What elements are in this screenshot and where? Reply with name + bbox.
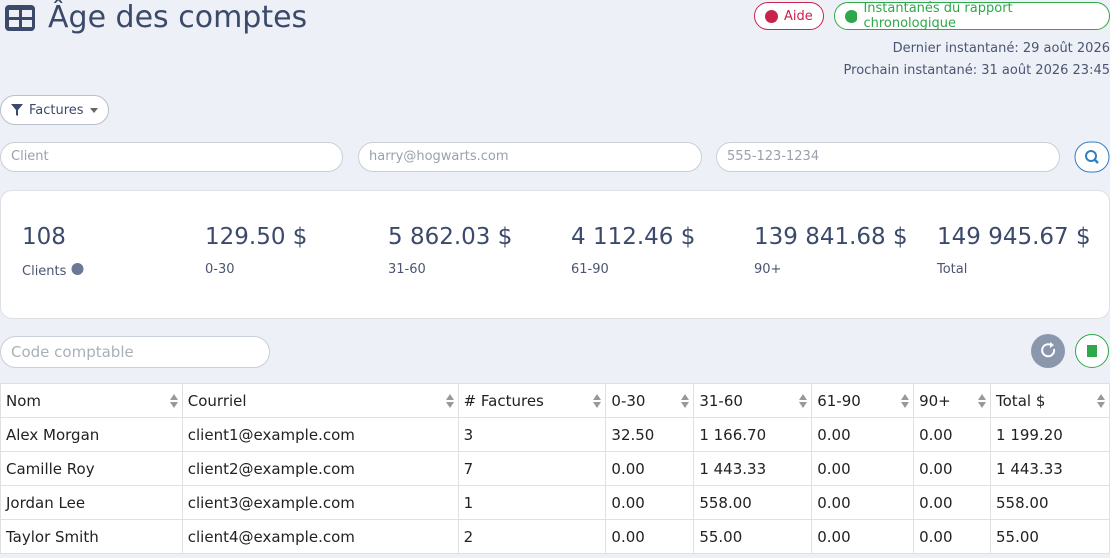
table-cell: 0.00: [913, 417, 992, 452]
snapshots-button[interactable]: Instantanés du rapport chronologique: [834, 1, 1110, 31]
summary-label: 90+: [754, 262, 782, 277]
last-snapshot: Dernier instantané: 29 août 2026: [892, 41, 1110, 56]
table-cell: 558.00: [990, 485, 1110, 520]
table-cell: 0.00: [605, 485, 695, 520]
table-cell: 0.00: [605, 519, 695, 554]
table-cell: 32.50: [605, 417, 695, 452]
table-cell: 558.00: [693, 485, 813, 520]
summary-item: 4 112.46 $ 61-90: [571, 224, 695, 277]
table-cell: 0.00: [913, 451, 992, 486]
summary-item: 149 945.67 $ Total: [937, 224, 1091, 277]
table-cell: 0.00: [913, 485, 992, 520]
snapshot-info: Dernier instantané: 29 août 2026 Prochain…: [844, 38, 1110, 82]
search-button[interactable]: [1074, 141, 1110, 173]
help-label: Aide: [784, 8, 813, 24]
table-cell: Camille Roy: [0, 451, 183, 486]
table-cell: client4@example.com: [181, 519, 459, 554]
column-header[interactable]: 31-60: [693, 383, 813, 418]
column-header[interactable]: Nom: [0, 383, 183, 418]
table-cell: client3@example.com: [181, 485, 459, 520]
summary-label: 31-60: [388, 262, 426, 277]
account-code-label: Code comptable: [11, 343, 134, 361]
column-header[interactable]: Total $: [990, 383, 1110, 418]
table-cell: 0.00: [811, 519, 915, 554]
table-cell: client1@example.com: [181, 417, 459, 452]
client-input[interactable]: Client: [0, 142, 343, 172]
aging-table: Nom Courriel # Factures 0-30 31-60 61-90 90+ To…: [0, 383, 1110, 554]
table-cell: 0.00: [811, 451, 915, 486]
filter-button[interactable]: Factures: [0, 95, 109, 125]
email-input[interactable]: harry@hogwarts.com: [358, 142, 702, 172]
summary-value: 149 945.67 $: [937, 224, 1091, 250]
table-cell: 0.00: [913, 519, 992, 554]
column-header[interactable]: # Factures: [457, 383, 607, 418]
grid-icon: [5, 5, 35, 31]
sort-icon: [1097, 394, 1105, 408]
summary-value: 4 112.46 $: [571, 224, 696, 250]
table-cell: 0.00: [811, 417, 915, 452]
column-header[interactable]: 90+: [913, 383, 992, 418]
sort-icon: [799, 394, 808, 408]
table-cell: client2@example.com: [181, 451, 459, 486]
title: Âge des comptes: [48, 0, 308, 35]
summary-item: 5 862.03 $ 31-60: [388, 224, 512, 277]
table-cell: 55.00: [693, 519, 813, 554]
sort-icon: [593, 394, 602, 408]
table-cell: 2: [457, 519, 607, 554]
table-cell: Taylor Smith: [0, 519, 183, 554]
table-cell: Jordan Lee: [0, 485, 183, 520]
filter-label: Factures: [29, 102, 84, 118]
summary-value: 5 862.03 $: [388, 224, 513, 250]
summary-value: 108: [22, 224, 66, 250]
table-row: Jordan Lee client3@example.com 1 0.00 558.00…: [0, 485, 1110, 520]
summary-value: 129.50 $: [205, 224, 308, 250]
sort-icon: [978, 394, 987, 408]
summary-item: 129.50 $ 0-30: [205, 224, 307, 277]
summary-value: 139 841.68 $: [754, 224, 908, 250]
summary-item: 108 Clients: [22, 224, 84, 279]
sort-icon: [169, 394, 178, 408]
table-row: Taylor Smith client4@example.com 2 0.00 55.0…: [0, 519, 1110, 554]
summary-item: 139 841.68 $ 90+: [754, 224, 908, 277]
table-cell: 3: [457, 417, 607, 452]
table-cell: 0.00: [811, 485, 915, 520]
next-snapshot: Prochain instantané: 31 août 2026 23:45: [843, 63, 1110, 78]
table-cell: 1 443.33: [990, 451, 1110, 486]
column-header[interactable]: 61-90: [811, 383, 915, 418]
help-button[interactable]: Aide: [754, 2, 824, 30]
table-row: Alex Morgan client1@example.com 3 32.50 1 16…: [0, 417, 1110, 452]
table-cell: 1 443.33: [693, 451, 813, 486]
phone-input[interactable]: 555-123-1234: [716, 142, 1060, 172]
sort-icon: [901, 394, 910, 408]
table-cell: 55.00: [990, 519, 1110, 554]
actions: [1031, 334, 1109, 368]
summary-label: Clients: [22, 262, 84, 279]
table-cell: 7: [457, 451, 607, 486]
summary-card: [0, 190, 1110, 319]
table-row: Camille Roy client2@example.com 7 0.00 1 443…: [0, 451, 1110, 486]
table-cell: 1 166.70: [693, 417, 813, 452]
table-cell: 0.00: [605, 451, 695, 486]
info-icon: [71, 263, 84, 275]
table-cell: 1 199.20: [990, 417, 1110, 452]
summary-label: 0-30: [205, 262, 235, 277]
summary-label: Total: [937, 262, 968, 277]
account-code-select[interactable]: Code comptable: [0, 336, 270, 368]
table-cell: Alex Morgan: [0, 417, 183, 452]
sort-icon: [681, 394, 690, 408]
sort-icon: [445, 394, 454, 408]
column-header[interactable]: 0-30: [605, 383, 695, 418]
snapshots-label: Instantanés du rapport chronologique: [863, 1, 1013, 31]
column-header[interactable]: Courriel: [181, 383, 459, 418]
summary-label: 61-90: [571, 262, 609, 277]
table-cell: 1: [457, 485, 607, 520]
